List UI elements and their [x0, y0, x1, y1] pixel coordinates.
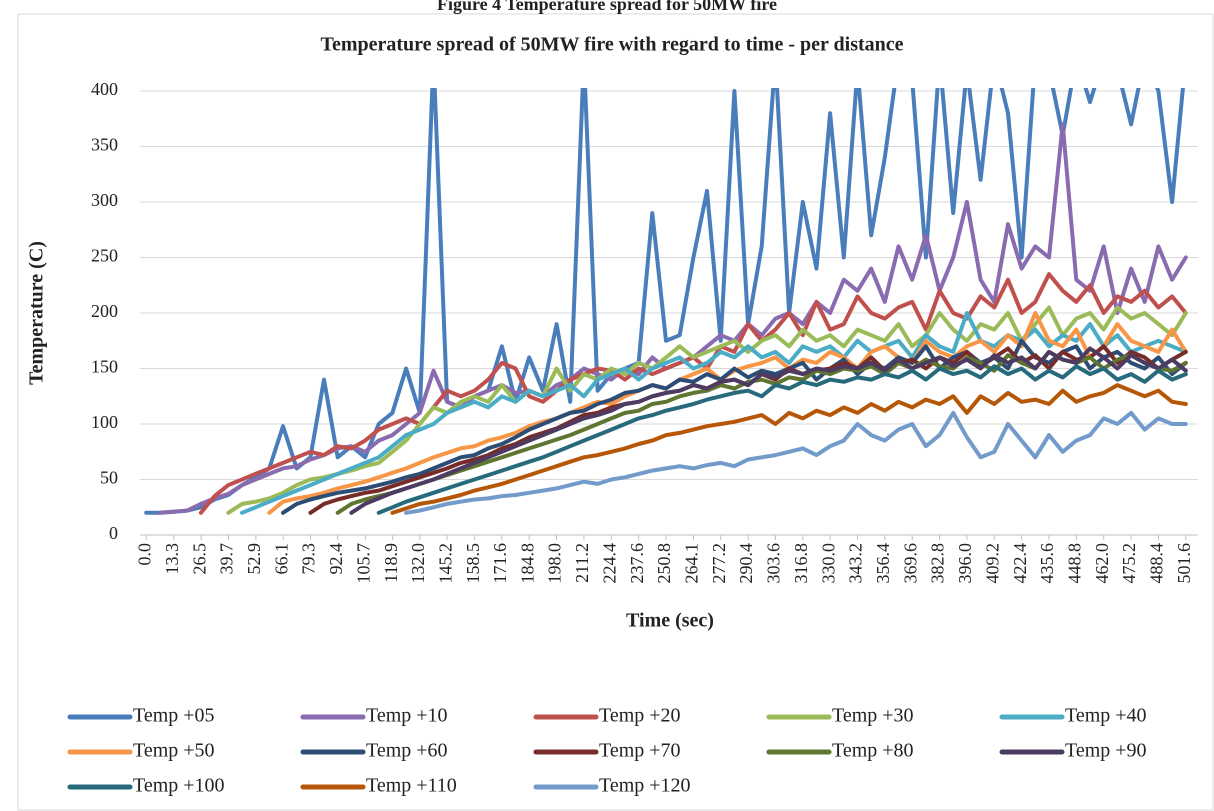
- x-tick-label: 277.2: [709, 543, 729, 584]
- x-tick-label: 66.1: [271, 543, 291, 575]
- x-tick-label: 158.5: [463, 543, 483, 584]
- series-line: [240, 311, 1188, 515]
- x-tick-label: 171.6: [490, 543, 510, 584]
- x-tick-label: 435.6: [1037, 543, 1057, 584]
- legend-label: Temp +05: [133, 705, 215, 727]
- plot-area: [144, 88, 1188, 515]
- x-tick-label: 0.0: [134, 543, 154, 566]
- chart-title: Temperature spread of 50MW fire with reg…: [320, 34, 903, 56]
- x-tick-label: 237.6: [627, 543, 647, 584]
- x-tick-label: 105.7: [353, 543, 373, 584]
- legend-label: Temp +110: [366, 775, 457, 797]
- y-tick-label: 250: [91, 246, 118, 266]
- x-tick-label: 224.4: [599, 543, 619, 584]
- x-tick-label: 211.2: [572, 543, 592, 583]
- series-line: [144, 88, 1185, 515]
- legend-label: Temp +120: [599, 775, 691, 797]
- legend-label: Temp +90: [1065, 740, 1147, 762]
- series-line: [349, 346, 1188, 515]
- x-tick-label: 79.3: [299, 543, 319, 575]
- x-tick-label: 316.8: [791, 543, 811, 584]
- legend-label: Temp +10: [366, 705, 448, 727]
- x-tick-label: 475.2: [1119, 543, 1139, 584]
- x-tick-label: 448.8: [1064, 543, 1084, 584]
- x-tick-label: 356.4: [873, 543, 893, 584]
- x-tick-label: 290.4: [736, 543, 756, 584]
- y-axis-label: Temperature (C): [26, 241, 48, 385]
- x-tick-label: 39.7: [217, 543, 237, 575]
- y-tick-label: 100: [91, 412, 118, 432]
- legend-label: Temp +60: [366, 740, 448, 762]
- x-tick-label: 52.9: [244, 543, 264, 575]
- series-line: [376, 364, 1188, 515]
- legend-label: Temp +80: [832, 740, 914, 762]
- y-tick-label: 150: [91, 357, 118, 377]
- x-tick-label: 396.0: [955, 543, 975, 584]
- x-tick-label: 369.6: [900, 543, 920, 584]
- legend-label: Temp +40: [1065, 705, 1147, 727]
- y-tick-label: 200: [91, 301, 118, 321]
- x-tick-label: 13.3: [162, 543, 182, 575]
- figure-caption: Figure 4 Temperature spread for 50MW fir…: [437, 0, 777, 14]
- legend: Temp +05 Temp +10 Temp +20 Temp +30 Temp +40…: [67, 705, 1147, 797]
- legend-label: Temp +50: [133, 740, 215, 762]
- legend-label: Temp +70: [599, 740, 681, 762]
- x-tick-label: 330.0: [818, 543, 838, 584]
- x-tick-label: 462.0: [1092, 543, 1112, 584]
- x-tick-label: 382.8: [928, 543, 948, 584]
- x-tick-label: 145.2: [435, 543, 455, 584]
- x-tick-label: 184.8: [517, 543, 537, 584]
- y-tick-label: 300: [91, 190, 118, 210]
- x-tick-label: 409.2: [982, 543, 1002, 584]
- x-tick-label: 488.4: [1147, 543, 1167, 584]
- legend-label: Temp +20: [599, 705, 681, 727]
- series-line: [404, 410, 1188, 515]
- x-tick-label: 264.1: [682, 543, 702, 584]
- series-line: [390, 383, 1188, 515]
- x-axis-label: Time (sec): [626, 610, 714, 632]
- x-tick-label: 303.6: [764, 543, 784, 584]
- x-tick-label: 92.4: [326, 543, 346, 575]
- x-tick-label: 250.8: [654, 543, 674, 584]
- x-tick-label: 132.0: [408, 543, 428, 584]
- legend-label: Temp +100: [133, 775, 225, 797]
- x-tick-label: 501.6: [1174, 543, 1194, 584]
- y-tick-label: 0: [109, 523, 118, 543]
- y-tick-label: 400: [91, 79, 118, 99]
- x-tick-label: 26.5: [189, 543, 209, 575]
- grid: 0 50 100 150 200 250 300 350 400 0.0 13.3 26.5 39.7 5…: [91, 79, 1198, 584]
- x-tick-label: 343.2: [846, 543, 866, 584]
- y-tick-label: 350: [91, 135, 118, 155]
- x-tick-label: 118.9: [381, 543, 401, 583]
- x-tick-label: 422.4: [1010, 543, 1030, 584]
- y-tick-label: 50: [100, 468, 118, 488]
- chart-frame: [17, 13, 1214, 811]
- x-tick-label: 198.0: [545, 543, 565, 584]
- legend-label: Temp +30: [832, 705, 914, 727]
